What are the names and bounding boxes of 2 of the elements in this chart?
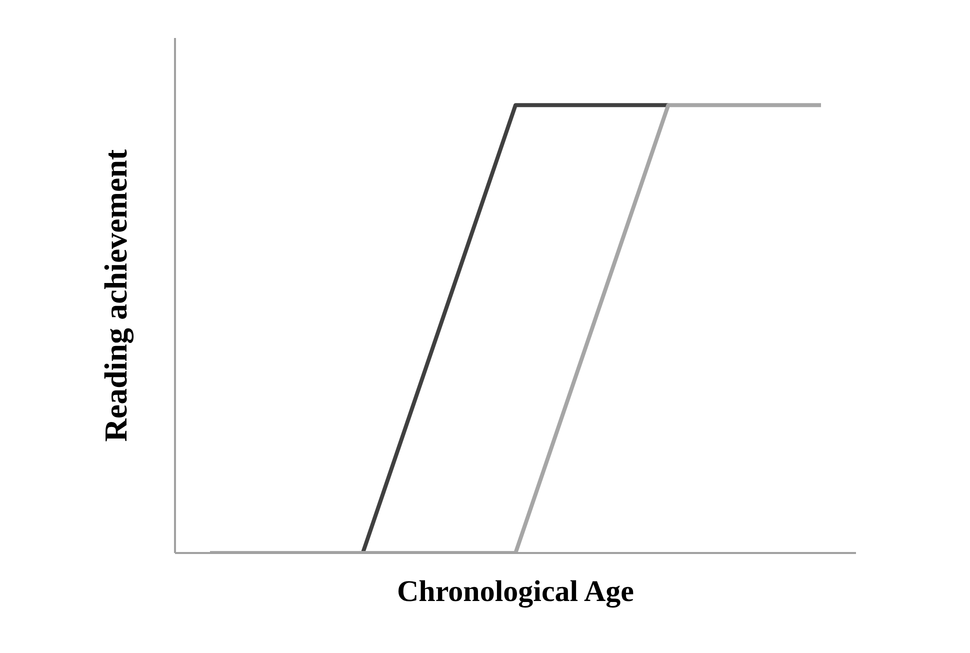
x-axis-title: Chronological Age — [397, 575, 634, 608]
y-axis-title: Reading achievement — [97, 148, 134, 442]
